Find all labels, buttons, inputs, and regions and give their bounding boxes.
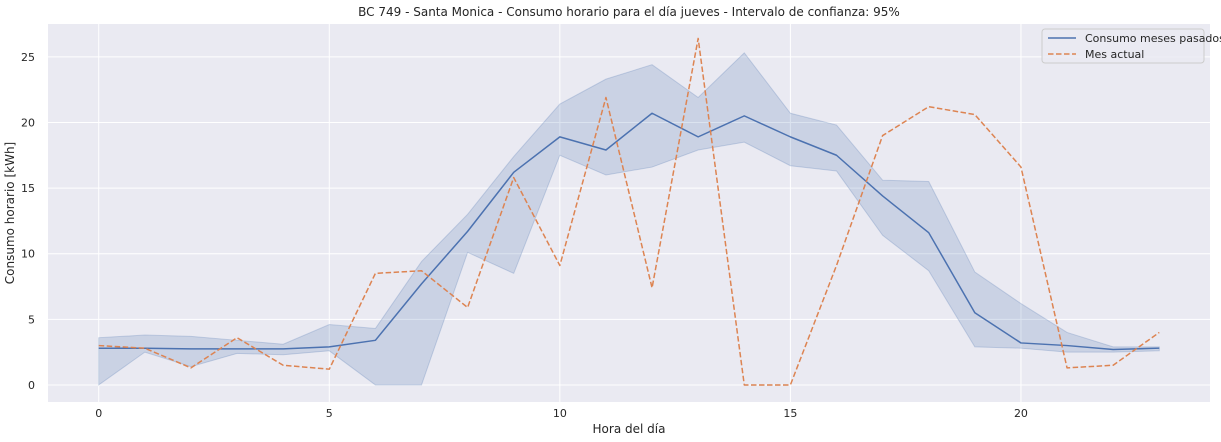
legend: Consumo meses pasados Mes actual: [1041, 28, 1221, 64]
x-tick-label: 15: [783, 407, 797, 420]
series-line: [98, 37, 1160, 386]
series-layer: [98, 37, 1160, 386]
ticks: 0 5 10 15 20 0 5 10 15 20 25: [21, 51, 1028, 420]
legend-label: Consumo meses pasados: [1085, 32, 1221, 45]
y-tick-label: 5: [28, 313, 35, 326]
y-tick-label: 10: [21, 248, 35, 261]
legend-label: Mes actual: [1085, 48, 1144, 61]
grid: [48, 24, 1210, 402]
y-axis-label: Consumo horario [kWh]: [3, 142, 17, 284]
series-line: [98, 112, 1160, 351]
y-tick-label: 0: [28, 379, 35, 392]
x-tick-label: 5: [326, 407, 333, 420]
chart-title: BC 749 - Santa Monica - Consumo horario …: [358, 5, 900, 19]
x-tick-label: 10: [553, 407, 567, 420]
plot-area: [48, 24, 1210, 402]
legend-box: [1041, 28, 1205, 64]
x-tick-label: 20: [1014, 407, 1028, 420]
y-tick-label: 25: [21, 51, 35, 64]
y-tick-label: 15: [21, 182, 35, 195]
x-axis-label: Hora del día: [593, 422, 666, 436]
x-tick-label: 0: [95, 407, 102, 420]
confidence-band: [98, 52, 1160, 386]
y-tick-label: 20: [21, 116, 35, 129]
